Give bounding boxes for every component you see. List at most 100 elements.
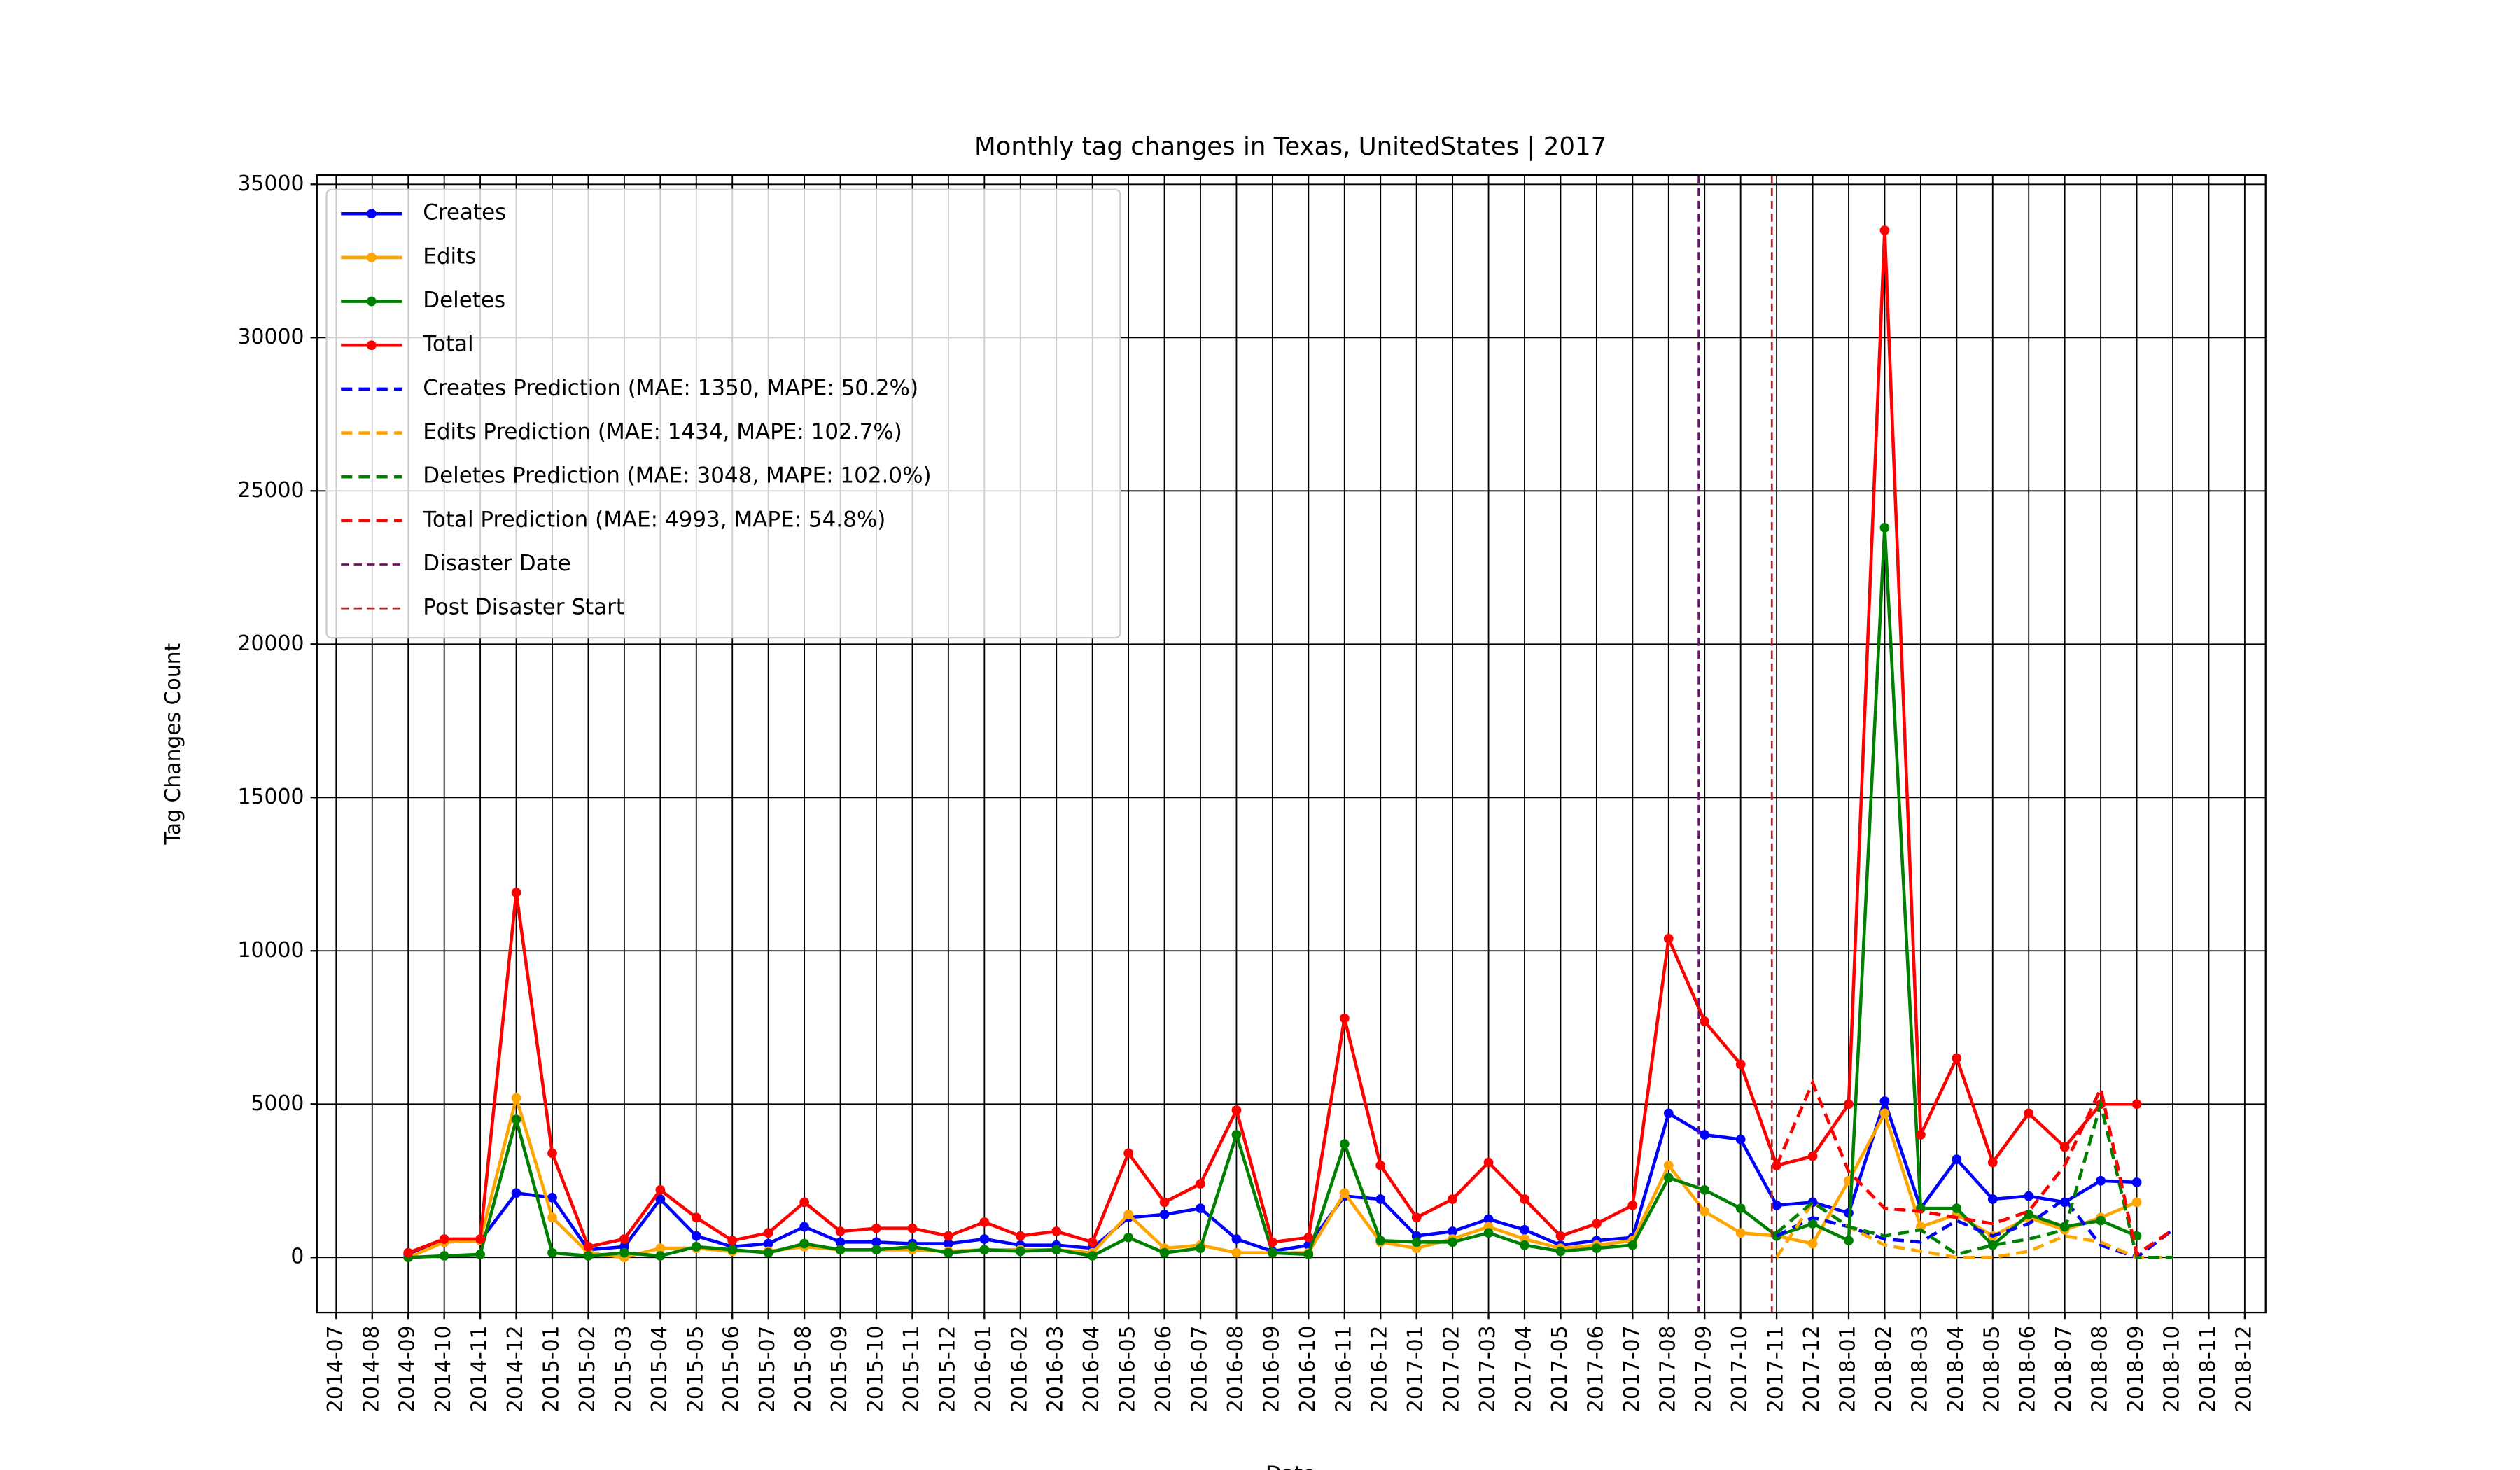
legend-box [326,188,1121,639]
data-point [1952,1154,1962,1164]
data-point [763,1228,774,1238]
legend-label: Edits [423,244,476,269]
data-point [763,1238,774,1249]
legend-label: Total Prediction (MAE: 4993, MAPE: 54.8%… [422,507,886,532]
data-point [1915,1130,1926,1140]
data-point [835,1245,846,1255]
x-tick-label: 2016-12 [1368,1325,1392,1413]
data-point [1591,1243,1602,1253]
x-tick-label: 2016-10 [1296,1325,1320,1413]
x-tick-label: 2018-03 [1907,1325,1932,1413]
x-tick-label: 2018-09 [2124,1325,2148,1413]
data-point [1448,1194,1457,1204]
data-point [2024,1191,2034,1201]
data-point [1520,1194,1530,1204]
data-point [1015,1246,1026,1256]
x-tick-label: 2014-11 [468,1325,492,1413]
data-point [1879,1108,1890,1119]
x-tick-label: 2015-03 [611,1325,636,1413]
data-point [1628,1200,1638,1210]
x-tick-label: 2017-11 [1764,1325,1788,1413]
data-point [655,1251,666,1261]
data-point [1879,1096,1890,1106]
data-point [691,1212,701,1223]
data-point [2059,1142,2070,1152]
data-point [1015,1231,1026,1241]
data-point [1267,1247,1278,1258]
legend-marker [366,296,377,307]
data-point [1807,1238,1818,1249]
data-point [1807,1151,1818,1161]
x-tick-label: 2018-07 [2052,1325,2076,1413]
x-tick-label: 2018-05 [1980,1325,2004,1413]
data-point [583,1242,594,1252]
legend-marker [366,340,377,351]
x-tick-label: 2015-01 [539,1325,564,1413]
data-point [1663,1108,1674,1119]
data-point [2024,1108,2034,1119]
data-point [691,1231,701,1241]
data-point [1231,1130,1242,1140]
data-point [1555,1246,1566,1256]
data-point [691,1242,701,1252]
legend-label: Deletes Prediction (MAE: 3048, MAPE: 102… [423,463,931,489]
y-tick-label: 10000 [238,938,304,962]
data-point [979,1234,990,1244]
data-point [1087,1251,1098,1261]
data-point [1159,1197,1170,1208]
legend-marker [366,209,377,219]
data-point [943,1247,953,1258]
x-tick-label: 2016-02 [1007,1325,1032,1413]
y-tick-label: 20000 [238,631,304,656]
data-point [1159,1247,1170,1258]
legend-label: Disaster Date [423,551,571,576]
x-tick-label: 2016-03 [1044,1325,1068,1413]
x-tick-label: 2017-05 [1548,1325,1572,1413]
data-point [1196,1243,1205,1253]
data-point [872,1223,881,1233]
legend-label: Post Disaster Start [423,595,624,620]
data-point [1231,1234,1242,1244]
x-tick-label: 2018-11 [2196,1325,2220,1413]
data-point [2024,1210,2034,1219]
legend: Creates Edits Deletes Total Creates Predicti… [326,188,1121,639]
x-tick-label: 2017-02 [1440,1325,1464,1413]
data-point [1124,1232,1133,1242]
x-tick-label: 2017-03 [1476,1325,1500,1413]
data-point [511,888,522,897]
data-point [1051,1245,1062,1255]
data-point [1124,1148,1133,1158]
data-point [1339,1139,1350,1149]
data-point [943,1238,953,1249]
data-point [1700,1130,1710,1140]
x-tick-label: 2016-04 [1079,1325,1104,1413]
data-point [943,1231,953,1241]
data-point [655,1243,666,1253]
x-tick-label: 2018-02 [1872,1325,1896,1413]
x-tick-label: 2015-12 [935,1325,960,1413]
data-point [979,1245,990,1255]
data-point [1520,1240,1530,1250]
legend-label: Creates [423,200,506,225]
data-point [547,1212,557,1223]
data-point [907,1223,918,1233]
axes-frame [316,174,2267,1314]
data-point [511,1114,522,1125]
x-tick-label: 2015-07 [755,1325,780,1413]
x-tick-label: 2016-08 [1224,1325,1248,1413]
x-tick-label: 2018-06 [2016,1325,2040,1413]
legend-label: Deletes [423,288,505,313]
data-point [1628,1240,1638,1250]
data-point [1700,1016,1710,1026]
data-point [1303,1232,1314,1242]
x-tick-label: 2015-06 [720,1325,744,1413]
data-point [979,1217,990,1227]
data-point [1844,1099,1854,1110]
data-point [1663,933,1674,944]
data-point [727,1236,738,1246]
x-tick-label: 2017-04 [1511,1325,1536,1413]
data-point [1087,1237,1098,1247]
x-tick-label: 2017-07 [1620,1325,1644,1413]
